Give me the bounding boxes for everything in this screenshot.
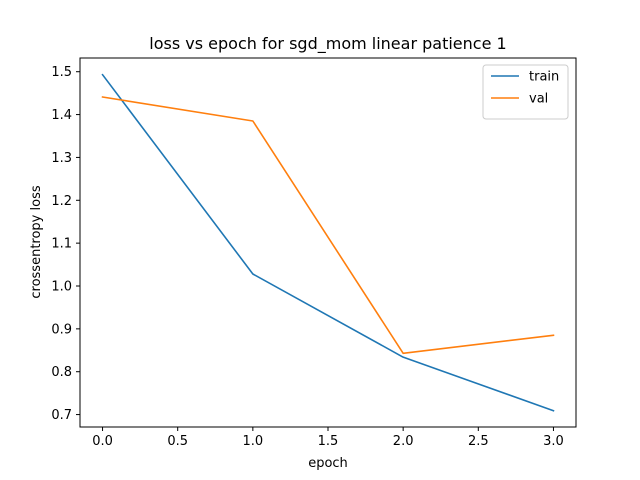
y-tick-label: 1.3	[51, 151, 72, 166]
y-tick-label: 1.4	[51, 108, 72, 123]
series-line-val	[101, 96, 555, 355]
x-tick-label: 0.5	[167, 434, 188, 449]
legend-label-train: train	[529, 70, 559, 85]
plot-area	[101, 73, 555, 412]
x-tick-label: 3.0	[543, 434, 564, 449]
x-axis-label: epoch	[308, 456, 348, 471]
y-axis: 0.7 0.8 0.9 1.0 1.1 1.2 1.3 1.4 1.5	[51, 65, 80, 423]
x-tick-label: 0.0	[92, 434, 113, 449]
legend: train val	[482, 64, 569, 120]
y-tick-label: 0.7	[51, 408, 72, 423]
y-tick-label: 1.1	[51, 237, 72, 252]
x-tick-label: 1.0	[243, 434, 264, 449]
x-tick-label: 2.0	[393, 434, 414, 449]
y-tick-label: 1.2	[51, 194, 72, 209]
legend-label-val: val	[529, 92, 548, 107]
y-tick-label: 1.5	[51, 65, 72, 80]
x-axis: 0.0 0.5 1.0 1.5 2.0 2.5 3.0	[92, 427, 564, 449]
y-tick-label: 1.0	[51, 280, 72, 295]
series-line-train	[101, 73, 555, 412]
y-tick-label: 0.9	[51, 322, 72, 337]
y-tick-label: 0.8	[51, 365, 72, 380]
chart-title: loss vs epoch for sgd_mom linear patienc…	[149, 34, 506, 54]
legend-box	[482, 64, 569, 120]
x-tick-label: 2.5	[468, 434, 489, 449]
x-tick-label: 1.5	[318, 434, 339, 449]
y-axis-label: crossentropy loss	[29, 185, 44, 298]
